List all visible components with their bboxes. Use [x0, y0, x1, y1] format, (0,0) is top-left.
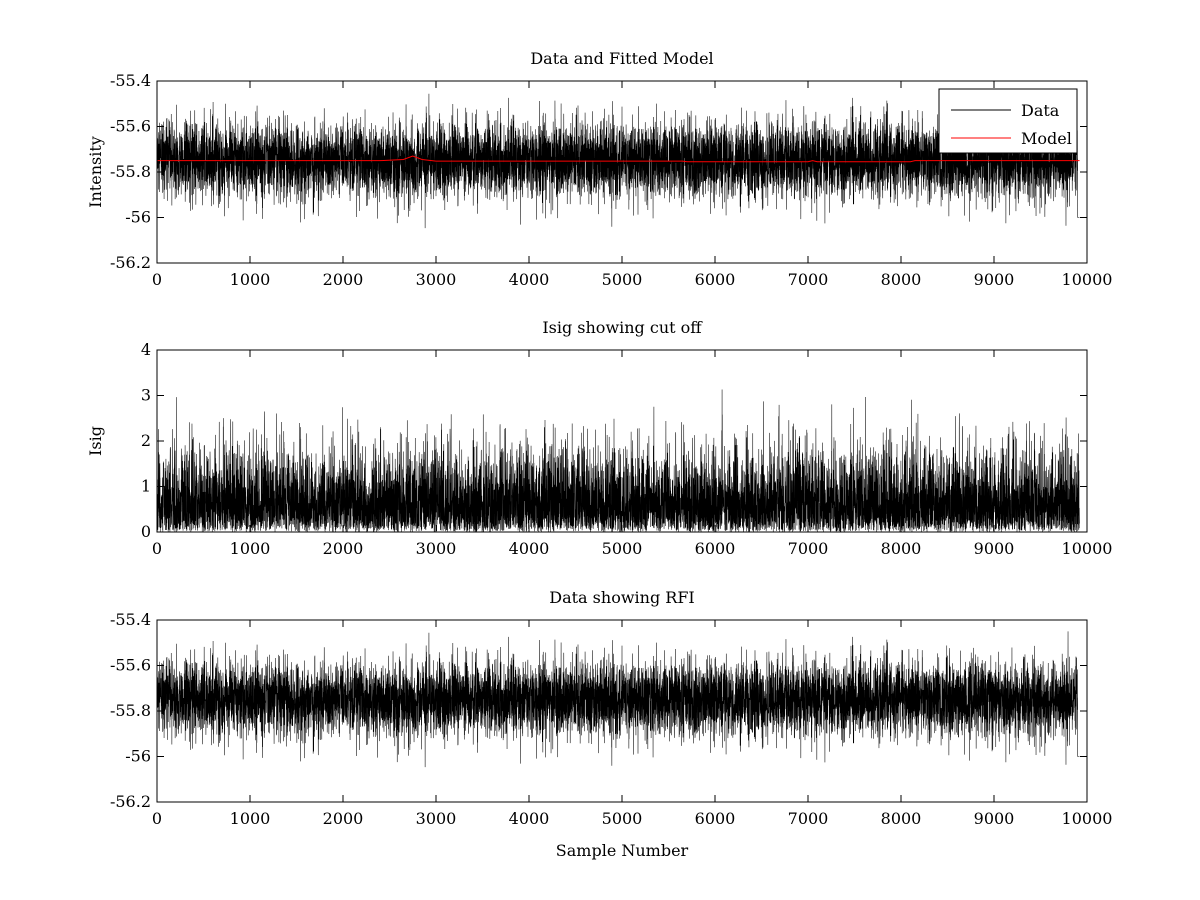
- x-tick-label: 8000: [881, 270, 922, 289]
- y-tick-label: -55.4: [110, 610, 151, 629]
- x-tick-label: 5000: [602, 270, 643, 289]
- legend: Data Model: [938, 88, 1078, 154]
- x-tick-label: 10000: [1062, 539, 1113, 558]
- x-tick-label: 4000: [509, 809, 550, 828]
- y-tick-label: -55.6: [110, 117, 151, 136]
- x-tick-label: 9000: [974, 270, 1015, 289]
- y-tick-label: 1: [141, 477, 151, 496]
- y-tick-label: 2: [141, 431, 151, 450]
- x-tick-label: 1000: [230, 539, 271, 558]
- y-tick-label: -56.2: [110, 253, 151, 272]
- x-tick-label: 10000: [1062, 270, 1113, 289]
- x-tick-label: 0: [152, 539, 162, 558]
- legend-box: [938, 88, 1078, 154]
- y-axis-label: Intensity: [86, 136, 105, 208]
- chart-title: Data showing RFI: [549, 588, 694, 607]
- x-tick-label: 0: [152, 809, 162, 828]
- y-tick-label: -55.8: [110, 162, 151, 181]
- x-tick-label: 7000: [788, 809, 829, 828]
- x-tick-label: 3000: [416, 539, 457, 558]
- x-tick-label: 6000: [695, 539, 736, 558]
- axes-2: 0 1000 2000 3000 4000 5000 6000 7000 8000 9000 100…: [86, 318, 1112, 558]
- x-tick-label: 2000: [323, 270, 364, 289]
- series-model-line: [157, 155, 1080, 163]
- x-tick-label: 4000: [509, 270, 550, 289]
- x-tick-label: 10000: [1062, 809, 1113, 828]
- y-tick-label: -55.8: [110, 701, 151, 720]
- y-tick-label: -56: [125, 747, 151, 766]
- x-tick-label: 6000: [695, 270, 736, 289]
- axes-3: 0 1000 2000 3000 4000 5000 6000 7000 8000 9000 100…: [110, 588, 1112, 860]
- x-tick-label: 1000: [230, 270, 271, 289]
- x-tick-label: 0: [152, 270, 162, 289]
- x-tick-label: 5000: [602, 539, 643, 558]
- x-tick-label: 3000: [416, 270, 457, 289]
- series-data-line: [157, 631, 1080, 768]
- y-tick-label: -56: [125, 208, 151, 227]
- y-tick-label: 4: [141, 340, 151, 359]
- x-tick-label: 9000: [974, 539, 1015, 558]
- x-tick-label: 3000: [416, 809, 457, 828]
- x-tick-label: 1000: [230, 809, 271, 828]
- x-tick-label: 7000: [788, 539, 829, 558]
- x-tick-label: 8000: [881, 539, 922, 558]
- x-tick-label: 5000: [602, 809, 643, 828]
- y-tick-label: -55.6: [110, 656, 151, 675]
- legend-label-model: Model: [1021, 129, 1072, 148]
- y-tick-label: -55.4: [110, 71, 151, 90]
- y-tick-label: 0: [141, 522, 151, 541]
- y-axis-label: Isig: [86, 426, 105, 456]
- series-isig-line: [157, 389, 1080, 532]
- legend-label-data: Data: [1021, 101, 1060, 120]
- x-tick-label: 9000: [974, 809, 1015, 828]
- y-tick-label: -56.2: [110, 792, 151, 811]
- x-tick-label: 6000: [695, 809, 736, 828]
- x-tick-label: 2000: [323, 539, 364, 558]
- x-tick-label: 4000: [509, 539, 550, 558]
- x-axis-label: Sample Number: [556, 841, 689, 860]
- x-tick-label: 2000: [323, 809, 364, 828]
- chart-title: Isig showing cut off: [542, 318, 703, 337]
- series-data-line: [157, 92, 1080, 229]
- x-tick-label: 8000: [881, 809, 922, 828]
- x-tick-label: 7000: [788, 270, 829, 289]
- chart-title: Data and Fitted Model: [530, 49, 713, 68]
- axes-1: 0 1000 2000 3000 4000 5000 6000 7000 8000 9000 100…: [86, 49, 1112, 289]
- y-tick-label: 3: [141, 386, 151, 405]
